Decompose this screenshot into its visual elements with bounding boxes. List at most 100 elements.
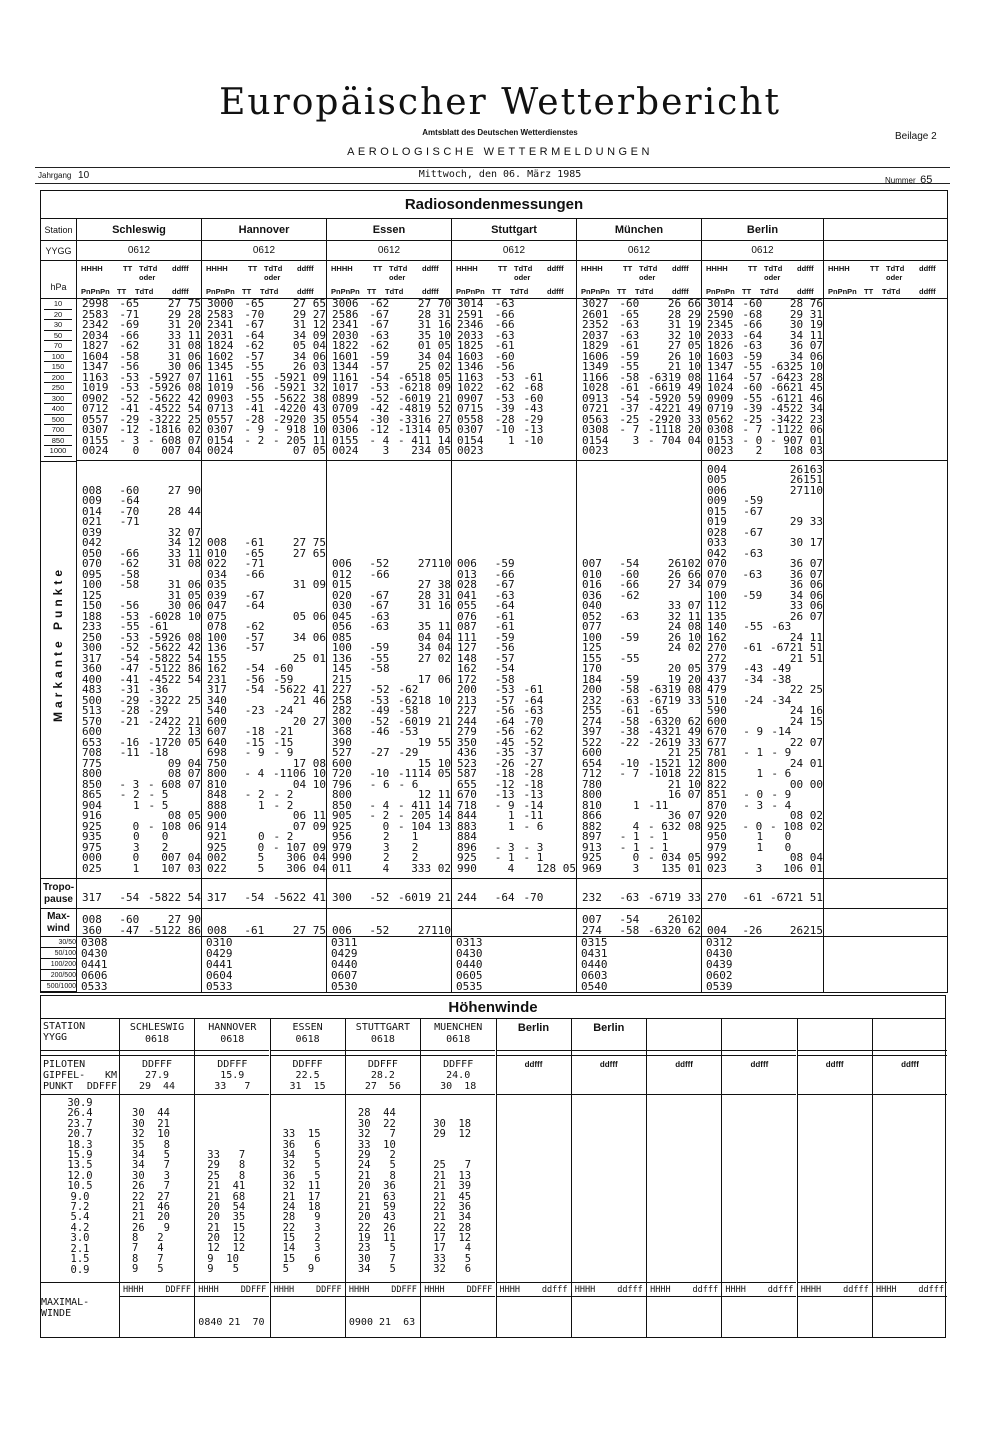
marked-point-row: 607 -18 -21 [202,726,326,738]
marked-point-row: 500 -29 -32 22 25 [77,695,201,707]
level-row-field [389,331,418,342]
marked-point-row: 698- 9- 9 [202,747,326,759]
marked-point-row-field: 3 [632,861,640,875]
marked-point-row-field: - 5 [148,788,169,801]
maximal-wind: HHHH DDFFF [421,1283,496,1333]
marked-point-row: 055 -64 [452,600,576,612]
marked-point-row-field: - 1 [648,840,669,854]
marked-point-row-field: -22 [619,735,640,749]
level-row-field: - 0 [742,433,763,447]
marked-point-row-field: -45 [494,735,515,749]
marked-point-row-field: - 3 [494,840,515,854]
marked-point-row-field: 162 [207,662,227,675]
marked-point-row-field: 09 04 [167,756,201,770]
level-row-field [762,299,790,310]
header-c1: TdTd [264,264,283,273]
marked-point-row-field [265,591,294,602]
level-row: 2031 -64 34 09 [202,328,326,342]
marked-point-row-field: 19 21 [417,714,451,728]
tropopause-row-field [543,893,576,904]
marked-point-row: 510 -24 -34 [702,693,823,707]
marked-point-row: 479 22 25 [702,684,823,696]
marked-point-row-field: 036 [582,588,602,602]
marked-point-row-field: 08 02 [789,809,823,822]
marked-point-row-field: 005 [707,473,727,486]
marked-point-row-field: 17 08 [292,756,326,770]
wind-value: 17 12 [433,1232,472,1245]
max-wind-row: 008 -60 27 90 [77,914,201,926]
thickness-value: 0429 [331,947,358,960]
marked-point-row-field: - 1 [619,830,640,843]
marked-point-row: 070 36 07 [702,558,823,570]
marked-point-row-field [264,811,293,822]
marked-point-row-field: 006 [332,557,352,570]
marked-point-row-field: 920 [707,809,727,822]
marked-point-row-field: 0 [632,851,640,864]
marked-point-row-field [114,759,139,770]
marked-point-row-field: 155 [207,651,227,665]
marked-point-row-field: - 1 [273,840,293,854]
wind-station-name: Berlin [593,1022,625,1034]
marked-point-row-field: 015 [332,578,352,591]
level-row-field [639,341,668,352]
thickness-value: 0440 [581,958,608,971]
level-row-field: 22 06 [789,423,823,436]
wind-value [283,1098,345,1108]
height-km: 20.7 [67,1128,93,1141]
wind-column-stuttgart: STUTTGART 0618 DDFFF 28.2 27 56 28 44 30 22 32 … [344,1019,420,1337]
marked-point-row-field: 125 [582,641,602,654]
marked-point-row: 800 08 07 [77,768,201,780]
marked-point-row-field: 27 90 [167,483,201,497]
level-row-field: -61 [523,370,544,384]
marked-point-row: 233 -55 -61 [77,621,201,633]
tropopause-row-field: 22 41 [292,891,326,904]
marked-point-row-field: 587 [457,767,477,780]
marked-point-row-field: -36 [148,683,169,696]
marked-point-row-field [390,612,419,623]
marked-point-row: 925 0- 1 08 06 [77,819,201,833]
marked-point-row-field [265,570,294,581]
marked-point-row-field: 012 [332,567,352,581]
marked-point-row: 822 00 00 [702,779,823,791]
marked-point-row-field: -11 [273,767,293,780]
level-row-field: -12 [369,423,390,436]
level-row-field: -55 [244,360,265,373]
marked-point-row-field [543,664,576,675]
marked-point-row: 775 09 04 [77,756,201,770]
marked-point-row-field: 1 [161,861,168,875]
thickness-value: 0430 [706,947,733,960]
level-row: 2030 -63 35 10 [327,330,451,342]
marked-point-row: 600 20 27 [202,716,326,728]
level-row: 2998 -65 27 75 [77,298,201,310]
marked-point-row: 232 -63 -67 19 33 [577,695,701,707]
thickness-value: 0533 [81,980,108,993]
thickness-label: 30/50 [41,937,76,948]
marked-point-row-field: 04 04 [417,630,451,644]
marked-point-row: 800 24 01 [702,758,823,770]
level-row-field: -67 [369,307,390,321]
marked-point-row-field: -53 [398,725,419,738]
marked-point-row-field [543,696,576,707]
marked-points: 007 -54 26102 010 -60 26 66 016 -66 27 34 036 -62 0… [577,461,701,879]
level-row-field: -66 [494,318,515,331]
level-row-field: -59 [619,349,640,363]
maximal-wind-header: HHHH DDFFF [120,1283,194,1297]
wind-station-header [722,1019,797,1051]
tropopause-row-field: -61 [742,891,763,904]
marked-points: 008 -61 27 75 010 -65 27 65 022 -71 034 -66 035 31 … [202,461,326,879]
marked-point-row-field: -57 [494,693,515,707]
level-row-field: 2031 [207,328,234,342]
level-row-field: -69 [119,318,140,331]
marked-point-row: 078 -62 [202,621,326,633]
wind-value: 19 11 [357,1232,396,1245]
marked-point-row-field: 22 41 [292,683,326,696]
header-a2: PnPnPn [581,287,610,296]
level-row: 0721 -37 -42 21 49 [577,403,701,415]
marked-point-row-field: 510 [707,693,727,707]
marked-point-row: 896- 3- 3 [452,840,576,854]
station-name: München [577,219,701,241]
level-row-field: 22 25 [167,412,201,426]
maximal-wind-header: HHHH DDFFF [345,1283,420,1297]
marked-point-row: 969 3 1 35 01 [577,861,701,875]
marked-point-row-field: 925 [82,819,102,833]
